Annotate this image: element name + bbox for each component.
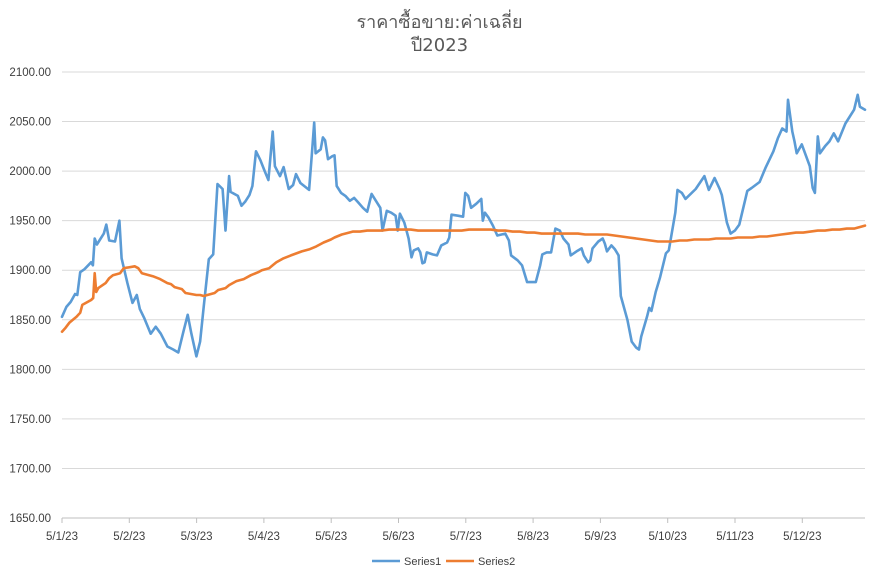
x-tick-label: 5/5/23 [315, 531, 347, 543]
x-tick-label: 5/11/23 [716, 531, 754, 543]
x-tick-label: 5/3/23 [181, 531, 213, 543]
legend-label-series2: Series2 [478, 556, 515, 568]
y-tick-label: 2100.00 [9, 67, 51, 79]
y-tick-label: 1900.00 [9, 265, 51, 277]
series-line-series1 [60, 93, 867, 358]
y-tick-label: 1850.00 [9, 315, 51, 327]
x-tick-label: 5/8/23 [517, 531, 549, 543]
y-tick-label: 1800.00 [9, 364, 51, 376]
y-tick-label: 2050.00 [9, 117, 51, 129]
legend: Series1 Series2 [372, 556, 515, 568]
gridlines [62, 71, 865, 519]
legend-label-series1: Series1 [404, 556, 441, 568]
x-tick-label: 5/1/23 [46, 531, 78, 543]
x-tick-label: 5/4/23 [248, 531, 280, 543]
x-tick-label: 5/10/23 [649, 531, 687, 543]
y-tick-label: 1750.00 [9, 414, 51, 426]
x-tick-label: 5/12/23 [783, 531, 821, 543]
y-tick-label: 1950.00 [9, 216, 51, 228]
y-axis-tick-labels: 1650.00 1700.00 1750.00 1800.00 1850.00 1900.… [9, 67, 51, 525]
x-tick-label: 5/9/23 [584, 531, 616, 543]
x-tick-label: 5/7/23 [450, 531, 482, 543]
chart-title: ราคาซื้อขาย:ค่าเฉลี่ย [356, 9, 522, 33]
chart-subtitle: ปี2023 [411, 35, 469, 56]
x-tick-label: 5/6/23 [383, 531, 415, 543]
y-tick-label: 1650.00 [9, 513, 51, 525]
series-lines [60, 93, 867, 358]
x-axis: 5/1/23 5/2/23 5/3/23 5/4/23 5/5/23 5/6/23 5/7/… [46, 517, 865, 543]
series-line-series2 [60, 224, 867, 333]
y-tick-label: 2000.00 [9, 166, 51, 178]
x-tick-label: 5/2/23 [113, 531, 145, 543]
y-tick-label: 1700.00 [9, 463, 51, 475]
